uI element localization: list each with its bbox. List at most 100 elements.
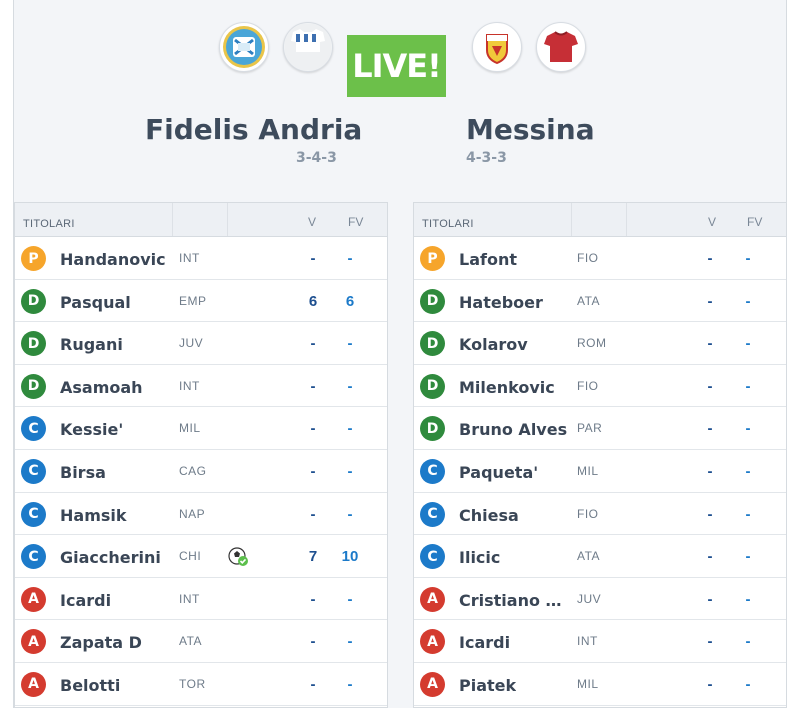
player-name[interactable]: Icardi bbox=[60, 590, 112, 610]
player-name[interactable]: Piatek bbox=[459, 675, 517, 695]
role-badge: D bbox=[420, 288, 445, 314]
player-row[interactable]: D Asamoah INT - - bbox=[15, 365, 387, 408]
player-club: INT bbox=[179, 251, 200, 265]
player-club: ROM bbox=[577, 336, 607, 351]
player-name[interactable]: Zapata D bbox=[60, 633, 142, 653]
player-name[interactable]: Giaccherini bbox=[60, 548, 161, 568]
player-name[interactable]: Kolarov bbox=[459, 335, 528, 355]
player-name[interactable]: Pasqual bbox=[60, 292, 131, 312]
role-badge: P bbox=[420, 246, 445, 271]
player-row[interactable]: D Bruno Alves PAR - - bbox=[414, 407, 786, 450]
player-name[interactable]: Chiesa bbox=[459, 505, 519, 525]
player-row[interactable]: C Ilicic ATA - - bbox=[414, 535, 786, 578]
player-name[interactable]: Icardi bbox=[459, 633, 511, 653]
player-name[interactable]: Cristiano R... bbox=[459, 590, 569, 610]
player-vote: - bbox=[310, 250, 316, 267]
player-name[interactable]: Asamoah bbox=[60, 377, 143, 397]
player-row[interactable]: A Icardi INT - - bbox=[15, 578, 387, 621]
player-row[interactable]: C Kessie' MIL - - bbox=[15, 407, 387, 450]
away-lineup-panel: TITOLARI V FV P Lafont FIO - - D Hateboer ATA - -… bbox=[413, 202, 787, 708]
column-divider bbox=[227, 203, 228, 236]
player-vote: - bbox=[707, 420, 713, 438]
player-fantavote: - bbox=[745, 462, 751, 480]
player-row[interactable]: P Handanovic INT - - bbox=[15, 237, 387, 280]
role-badge: A bbox=[21, 671, 46, 697]
player-club: PAR bbox=[577, 421, 603, 436]
fantavote-column-header: FV bbox=[747, 215, 763, 229]
player-row[interactable]: D Hateboer ATA - - bbox=[414, 280, 786, 323]
player-name[interactable]: Handanovic bbox=[60, 250, 166, 269]
player-name[interactable]: Hamsik bbox=[60, 505, 127, 525]
player-row[interactable]: C Paqueta' MIL - - bbox=[414, 450, 786, 493]
player-name[interactable]: Ilicic bbox=[459, 548, 501, 568]
role-badge: C bbox=[420, 501, 445, 527]
player-row[interactable]: D Milenkovic FIO - - bbox=[414, 365, 786, 408]
player-row[interactable]: A Belotti TOR - - bbox=[15, 663, 387, 706]
role-badge: D bbox=[21, 331, 46, 357]
role-badge: C bbox=[21, 458, 46, 484]
player-fantavote: - bbox=[745, 377, 751, 395]
player-name[interactable]: Belotti bbox=[60, 675, 121, 695]
player-club: ATA bbox=[577, 293, 601, 308]
andria-crest-icon[interactable] bbox=[219, 22, 269, 72]
player-row[interactable]: D Pasqual EMP 6 6 bbox=[15, 280, 387, 323]
player-name[interactable]: Birsa bbox=[60, 462, 106, 482]
role-badge: A bbox=[420, 671, 445, 697]
player-name[interactable]: Hateboer bbox=[459, 292, 543, 312]
player-row[interactable]: C Hamsik NAP - - bbox=[15, 493, 387, 536]
player-row[interactable]: C Chiesa FIO - - bbox=[414, 493, 786, 536]
messina-shirt-icon[interactable] bbox=[536, 22, 586, 72]
role-badge: C bbox=[420, 544, 445, 570]
player-name[interactable]: Paqueta' bbox=[459, 462, 539, 482]
player-row[interactable]: D Rugani JUV - - bbox=[15, 322, 387, 365]
player-vote: - bbox=[310, 462, 316, 480]
player-club: MIL bbox=[179, 421, 201, 436]
player-vote: - bbox=[310, 377, 316, 395]
player-name[interactable]: Kessie' bbox=[60, 420, 124, 440]
player-fantavote: - bbox=[745, 505, 751, 523]
player-name[interactable]: Rugani bbox=[60, 335, 123, 355]
player-name[interactable]: Bruno Alves bbox=[459, 420, 568, 440]
player-row[interactable]: A Icardi INT - - bbox=[414, 620, 786, 663]
away-team-name: Messina bbox=[466, 113, 595, 146]
player-vote: - bbox=[310, 505, 316, 523]
player-row[interactable]: D Kolarov ROM - - bbox=[414, 322, 786, 365]
player-fantavote: - bbox=[347, 462, 353, 480]
player-row[interactable]: A Cristiano R... JUV - - bbox=[414, 578, 786, 621]
away-player-list: P Lafont FIO - - D Hateboer ATA - - D Kolarov ROM - - D… bbox=[414, 237, 786, 706]
role-badge: C bbox=[21, 416, 46, 442]
player-club: NAP bbox=[179, 506, 206, 521]
messina-crest-icon[interactable] bbox=[472, 22, 522, 72]
player-row[interactable]: A Zapata D ATA - - bbox=[15, 620, 387, 663]
player-row[interactable]: C Birsa CAG - - bbox=[15, 450, 387, 493]
player-name[interactable]: Milenkovic bbox=[459, 377, 555, 397]
player-fantavote: 6 bbox=[345, 292, 355, 310]
player-club: FIO bbox=[577, 251, 599, 265]
home-lineup-panel: TITOLARI V FV P Handanovic INT - - D Pasqual EM… bbox=[14, 202, 388, 708]
player-vote: - bbox=[310, 633, 316, 651]
player-vote: - bbox=[707, 505, 713, 523]
role-badge: D bbox=[420, 331, 445, 357]
player-club: FIO bbox=[577, 378, 599, 393]
player-club: ATA bbox=[179, 634, 203, 649]
role-badge: D bbox=[21, 288, 46, 314]
player-fantavote: - bbox=[347, 590, 353, 608]
player-name[interactable]: Lafont bbox=[459, 250, 517, 269]
andria-shirt-icon[interactable] bbox=[283, 22, 333, 72]
column-divider bbox=[172, 203, 173, 236]
fantavote-column-header: FV bbox=[348, 215, 364, 229]
role-badge: C bbox=[21, 544, 46, 570]
role-badge: P bbox=[21, 246, 46, 271]
player-vote: - bbox=[707, 250, 713, 267]
player-club: CHI bbox=[179, 549, 202, 564]
player-club: MIL bbox=[577, 676, 599, 691]
player-vote: - bbox=[707, 633, 713, 651]
player-fantavote: - bbox=[745, 420, 751, 438]
player-row[interactable]: P Lafont FIO - - bbox=[414, 237, 786, 280]
role-badge: A bbox=[21, 629, 46, 655]
player-row[interactable]: C Giaccherini CHI 7 10 bbox=[15, 535, 387, 578]
player-row[interactable]: A Piatek MIL - - bbox=[414, 663, 786, 706]
player-fantavote: - bbox=[347, 633, 353, 651]
role-badge: D bbox=[420, 416, 445, 442]
table-header: TITOLARI V FV bbox=[414, 203, 786, 237]
